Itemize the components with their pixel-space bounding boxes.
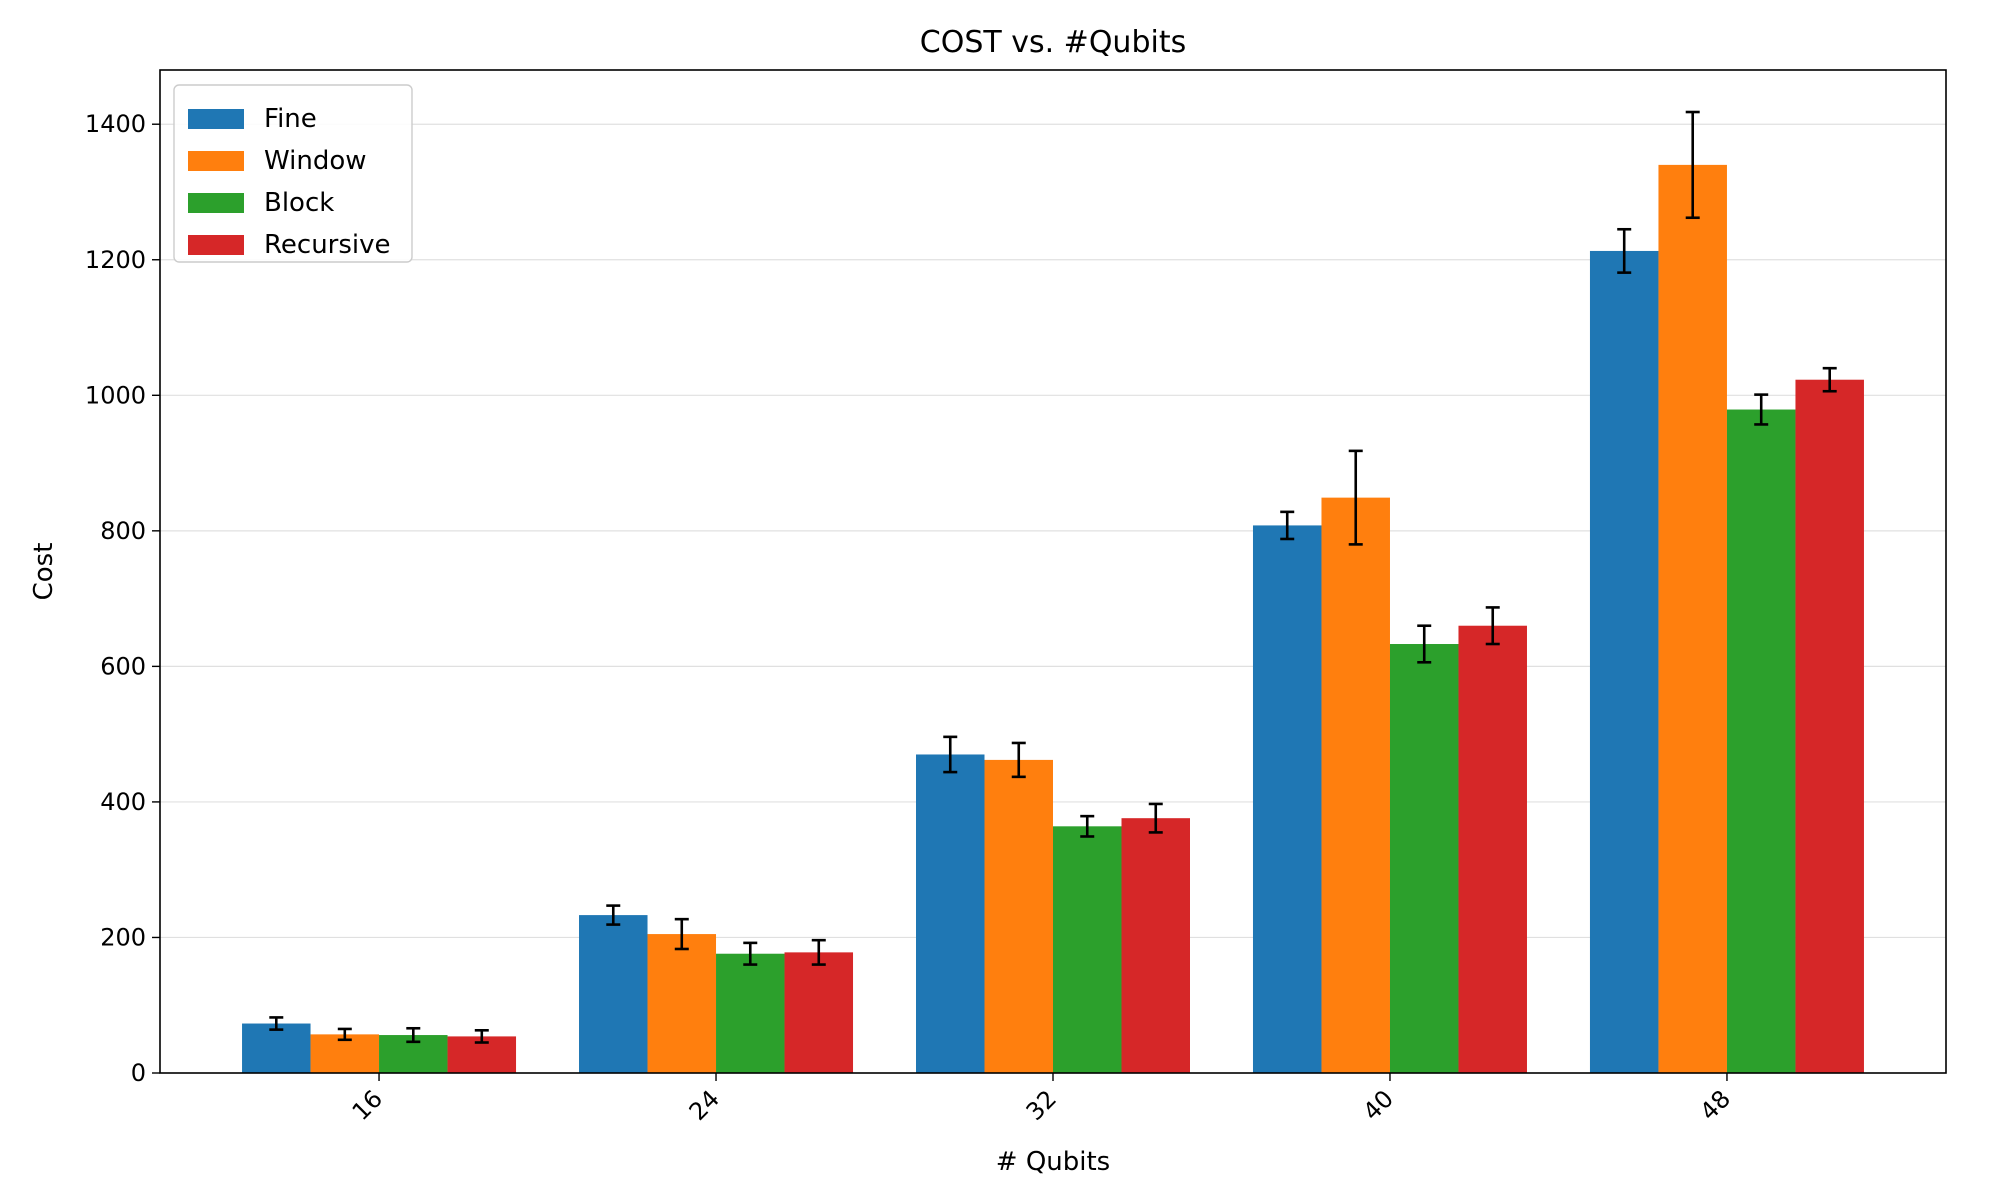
y-tick-label: 1400 xyxy=(85,110,146,138)
bar-window-32 xyxy=(984,759,1053,1073)
bar-window-40 xyxy=(1321,497,1390,1074)
y-tick-label: 400 xyxy=(100,788,146,816)
legend-label-recursive: Recursive xyxy=(264,230,391,260)
x-axis-label: # Qubits xyxy=(996,1147,1110,1177)
bar-fine-40 xyxy=(1252,525,1322,1073)
bar-block-24 xyxy=(716,953,785,1073)
bar-fine-24 xyxy=(579,915,648,1073)
bar-block-48 xyxy=(1726,409,1796,1073)
bar-recursive-32 xyxy=(1121,818,1190,1073)
bar-recursive-24 xyxy=(784,952,854,1073)
y-tick-label: 1200 xyxy=(85,246,146,274)
bar-recursive-48 xyxy=(1795,379,1864,1073)
legend-swatch-window xyxy=(188,151,244,171)
chart-title: COST vs. #Qubits xyxy=(920,25,1186,60)
legend-label-block: Block xyxy=(264,188,334,218)
bar-fine-16 xyxy=(242,1023,311,1073)
y-tick-label: 800 xyxy=(100,517,146,545)
legend-swatch-fine xyxy=(188,109,244,129)
legend-swatch-block xyxy=(188,193,244,213)
y-tick-label: 0 xyxy=(131,1059,146,1087)
bar-fine-48 xyxy=(1589,250,1659,1073)
bar-block-40 xyxy=(1389,644,1459,1073)
legend-label-fine: Fine xyxy=(264,104,317,134)
legend-swatch-recursive xyxy=(188,235,244,255)
y-axis-label: Cost xyxy=(29,543,59,601)
y-axis: 0 200 400 600 800 1000 1200 1400 xyxy=(85,110,160,1087)
y-tick-label: 200 xyxy=(100,923,146,951)
bar-window-24 xyxy=(647,934,717,1073)
y-tick-label: 600 xyxy=(100,652,146,680)
bar-fine-32 xyxy=(916,754,985,1073)
legend: Fine Window Block Recursive xyxy=(173,84,413,263)
legend-label-window: Window xyxy=(264,146,367,176)
bar-block-32 xyxy=(1053,826,1122,1073)
error-bars xyxy=(269,110,1837,1044)
bar-recursive-40 xyxy=(1458,625,1527,1073)
y-tick-label: 1000 xyxy=(85,381,146,409)
bars xyxy=(242,164,1864,1074)
legend-box xyxy=(173,84,413,263)
bar-window-48 xyxy=(1658,164,1727,1074)
